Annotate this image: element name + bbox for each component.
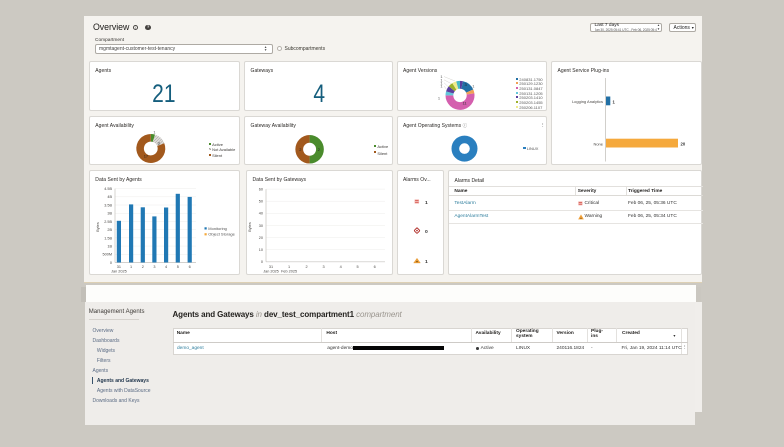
svg-text:Jan 2025: Jan 2025 <box>111 269 127 273</box>
svg-text:3.5B: 3.5B <box>104 203 112 207</box>
svg-text:3: 3 <box>323 265 325 269</box>
svg-text:1: 1 <box>437 95 440 100</box>
svg-text:2: 2 <box>305 265 307 269</box>
svg-text:Bytes: Bytes <box>248 222 252 232</box>
svg-text:1: 1 <box>153 129 156 134</box>
svg-text:1: 1 <box>424 259 427 265</box>
svg-text:1.5B: 1.5B <box>104 236 112 240</box>
svg-text:4: 4 <box>165 265 167 269</box>
svg-text:2B: 2B <box>107 228 112 232</box>
svg-text:30: 30 <box>259 224 263 228</box>
svg-text:1: 1 <box>424 200 427 206</box>
svg-text:0: 0 <box>110 261 112 265</box>
svg-text:500M: 500M <box>102 253 111 257</box>
svg-text:3B: 3B <box>107 212 112 216</box>
svg-text:50: 50 <box>259 200 263 204</box>
svg-text:3: 3 <box>153 265 155 269</box>
svg-text:Monitoring: Monitoring <box>208 226 227 231</box>
svg-text:60: 60 <box>259 187 263 191</box>
svg-text:1: 1 <box>288 265 290 269</box>
svg-text:Bytes: Bytes <box>96 222 100 232</box>
svg-text:None: None <box>593 141 603 146</box>
svg-text:1: 1 <box>472 83 475 88</box>
svg-text:1: 1 <box>613 99 616 104</box>
svg-text:Logging Analytics: Logging Analytics <box>572 99 603 104</box>
svg-text:5: 5 <box>177 265 179 269</box>
svg-text:40: 40 <box>259 212 263 216</box>
svg-text:20: 20 <box>680 141 685 146</box>
svg-text:10: 10 <box>259 248 263 252</box>
svg-text:2: 2 <box>142 265 144 269</box>
svg-text:1B: 1B <box>107 244 112 248</box>
svg-text:0: 0 <box>261 260 263 264</box>
svg-text:Object Storage: Object Storage <box>208 232 235 237</box>
svg-text:Feb 2025: Feb 2025 <box>281 269 297 273</box>
svg-text:2: 2 <box>318 147 321 152</box>
svg-text:3: 3 <box>157 140 160 145</box>
svg-text:4B: 4B <box>107 195 112 199</box>
svg-text:1: 1 <box>440 77 443 82</box>
svg-text:11: 11 <box>462 100 467 105</box>
svg-text:20: 20 <box>259 236 263 240</box>
svg-text:4: 4 <box>340 265 342 269</box>
svg-text:6: 6 <box>188 265 190 269</box>
svg-text:5: 5 <box>357 265 359 269</box>
svg-text:17: 17 <box>143 153 148 158</box>
svg-text:1: 1 <box>440 83 443 88</box>
svg-text:2.5B: 2.5B <box>104 220 112 224</box>
svg-text:0: 0 <box>424 229 427 235</box>
svg-text:Jan 2025: Jan 2025 <box>263 269 279 273</box>
svg-text:31: 31 <box>269 265 273 269</box>
svg-text:6: 6 <box>374 265 376 269</box>
svg-text:31: 31 <box>117 265 121 269</box>
svg-text:1: 1 <box>440 80 443 85</box>
svg-text:1: 1 <box>130 265 132 269</box>
svg-text:2: 2 <box>299 147 302 152</box>
svg-text:4.5B: 4.5B <box>104 187 112 191</box>
svg-text:1: 1 <box>440 74 443 79</box>
svg-text:3: 3 <box>464 81 467 86</box>
